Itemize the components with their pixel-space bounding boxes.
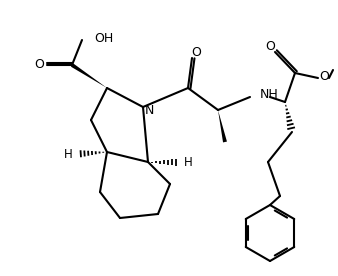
Text: H: H — [184, 155, 192, 169]
Polygon shape — [71, 63, 107, 88]
Text: N: N — [144, 104, 154, 116]
Text: OH: OH — [94, 31, 113, 44]
Polygon shape — [218, 110, 227, 142]
Text: O: O — [191, 46, 201, 60]
Text: NH: NH — [260, 89, 279, 102]
Text: H: H — [64, 147, 72, 161]
Text: O: O — [265, 41, 275, 54]
Text: O: O — [319, 70, 329, 83]
Text: O: O — [34, 59, 44, 71]
